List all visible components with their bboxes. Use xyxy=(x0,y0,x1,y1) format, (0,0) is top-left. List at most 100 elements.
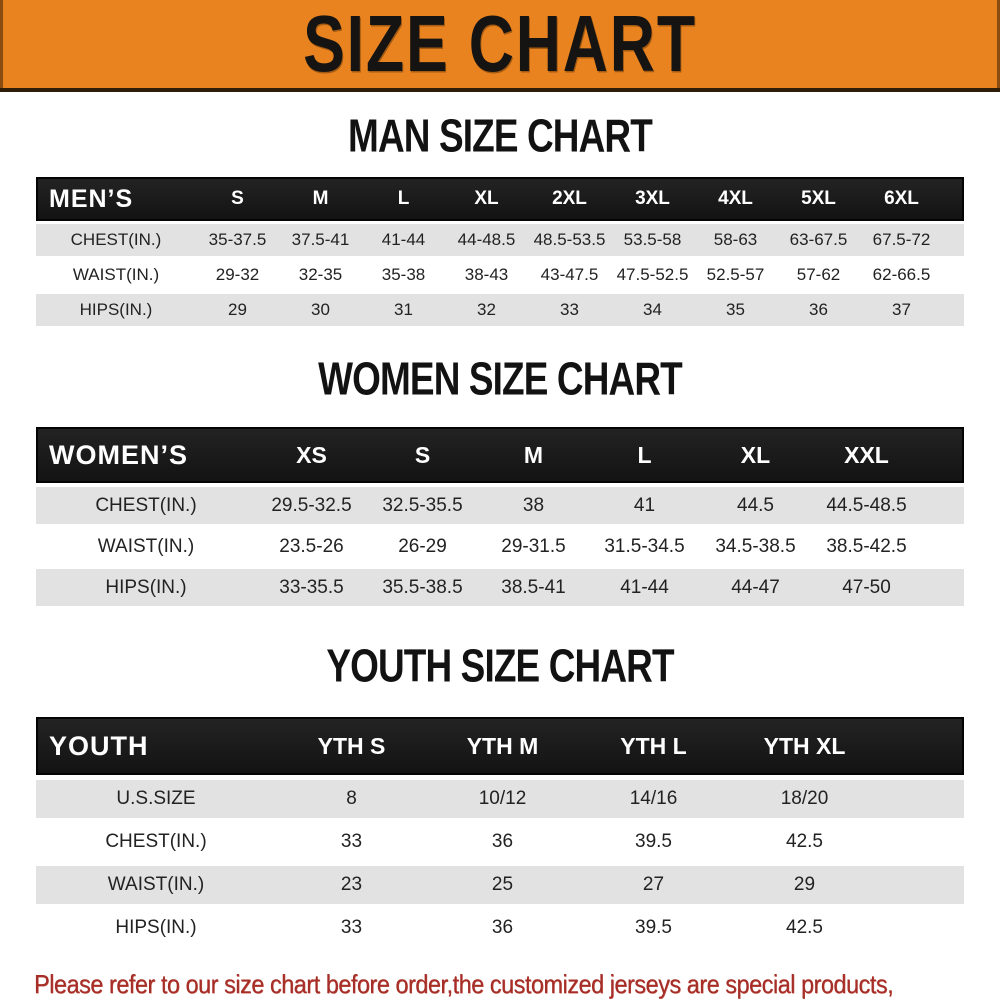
column-header: M xyxy=(279,177,362,221)
size-cell: 47-50 xyxy=(811,569,922,606)
spacer-cell xyxy=(880,717,964,775)
size-cell: 29-31.5 xyxy=(478,528,589,565)
size-cell: 44.5 xyxy=(700,487,811,524)
spacer-cell xyxy=(922,427,964,483)
column-header: XL xyxy=(700,427,811,483)
column-header: XXL xyxy=(811,427,922,483)
row-label: WAIST(IN.) xyxy=(36,528,256,565)
size-cell: 31.5-34.5 xyxy=(589,528,700,565)
column-header: S xyxy=(367,427,478,483)
table-row: WAIST(IN.) 23.5-26 26-29 29-31.5 31.5-34… xyxy=(36,528,964,565)
size-cell: 36 xyxy=(427,823,578,861)
size-cell: 18/20 xyxy=(729,780,880,818)
size-cell: 32-35 xyxy=(279,259,362,291)
row-label: CHEST(IN.) xyxy=(36,823,276,861)
size-cell: 43-47.5 xyxy=(528,259,611,291)
size-cell: 42.5 xyxy=(729,823,880,861)
size-cell: 33 xyxy=(276,909,427,947)
size-cell: 37 xyxy=(860,294,943,326)
size-cell: 39.5 xyxy=(578,909,729,947)
size-cell: 29.5-32.5 xyxy=(256,487,367,524)
women-section: WOMEN SIZE CHART WOMEN’S XS S M L XL XXL xyxy=(0,352,1000,610)
column-header: 4XL xyxy=(694,177,777,221)
size-cell: 35.5-38.5 xyxy=(367,569,478,606)
table-row: HIPS(IN.) 29 30 31 32 33 34 35 36 37 xyxy=(36,294,964,326)
table-row: CHEST(IN.) 35-37.5 37.5-41 41-44 44-48.5… xyxy=(36,224,964,256)
size-cell: 39.5 xyxy=(578,823,729,861)
size-cell: 42.5 xyxy=(729,909,880,947)
size-cell: 23.5-26 xyxy=(256,528,367,565)
column-header: S xyxy=(196,177,279,221)
column-header: YTH M xyxy=(427,717,578,775)
size-cell: 37.5-41 xyxy=(279,224,362,256)
youth-size-table: YOUTH YTH S YTH M YTH L YTH XL U.S.SIZE … xyxy=(36,712,964,952)
spacer-cell xyxy=(922,528,964,565)
men-header-row: MEN’S S M L XL 2XL 3XL 4XL 5XL 6XL xyxy=(36,177,964,221)
column-header: L xyxy=(589,427,700,483)
spacer-cell xyxy=(880,909,964,947)
column-header: YTH S xyxy=(276,717,427,775)
size-cell: 47.5-52.5 xyxy=(611,259,694,291)
spacer-cell xyxy=(880,866,964,904)
size-cell: 34.5-38.5 xyxy=(700,528,811,565)
youth-corner-label: YOUTH xyxy=(36,717,276,775)
page-title: SIZE CHART xyxy=(303,0,697,89)
women-corner-label: WOMEN’S xyxy=(36,427,256,483)
size-cell: 53.5-58 xyxy=(611,224,694,256)
size-cell: 27 xyxy=(578,866,729,904)
spacer-cell xyxy=(943,294,964,326)
size-cell: 10/12 xyxy=(427,780,578,818)
notice-line-1: Please refer to our size chart before or… xyxy=(34,969,894,999)
size-cell: 38.5-41 xyxy=(478,569,589,606)
table-row: HIPS(IN.) 33 36 39.5 42.5 xyxy=(36,909,964,947)
column-header: 2XL xyxy=(528,177,611,221)
spacer-cell xyxy=(943,224,964,256)
size-cell: 38-43 xyxy=(445,259,528,291)
size-cell: 23 xyxy=(276,866,427,904)
size-cell: 36 xyxy=(777,294,860,326)
size-cell: 67.5-72 xyxy=(860,224,943,256)
row-label: WAIST(IN.) xyxy=(36,259,196,291)
size-cell: 33 xyxy=(528,294,611,326)
size-cell: 36 xyxy=(427,909,578,947)
table-row: HIPS(IN.) 33-35.5 35.5-38.5 38.5-41 41-4… xyxy=(36,569,964,606)
column-header: XS xyxy=(256,427,367,483)
spacer-cell xyxy=(880,823,964,861)
size-cell: 35-38 xyxy=(362,259,445,291)
row-label: U.S.SIZE xyxy=(36,780,276,818)
men-size-table: MEN’S S M L XL 2XL 3XL 4XL 5XL 6XL CHEST… xyxy=(36,174,964,329)
women-size-table: WOMEN’S XS S M L XL XXL CHEST(IN.) 29.5-… xyxy=(36,423,964,610)
spacer-cell xyxy=(880,780,964,818)
youth-section: YOUTH SIZE CHART YOUTH YTH S YTH M YTH L… xyxy=(0,640,1000,952)
table-row: WAIST(IN.) 29-32 32-35 35-38 38-43 43-47… xyxy=(36,259,964,291)
size-cell: 35-37.5 xyxy=(196,224,279,256)
row-label: HIPS(IN.) xyxy=(36,909,276,947)
women-section-title: WOMEN SIZE CHART xyxy=(318,352,683,405)
women-header-row: WOMEN’S XS S M L XL XXL xyxy=(36,427,964,483)
row-label: CHEST(IN.) xyxy=(36,487,256,524)
size-cell: 33 xyxy=(276,823,427,861)
size-cell: 8 xyxy=(276,780,427,818)
banner: SIZE CHART xyxy=(0,0,1000,92)
size-cell: 44-47 xyxy=(700,569,811,606)
row-label: WAIST(IN.) xyxy=(36,866,276,904)
column-header: L xyxy=(362,177,445,221)
size-cell: 14/16 xyxy=(578,780,729,818)
size-cell: 29-32 xyxy=(196,259,279,291)
table-row: CHEST(IN.) 33 36 39.5 42.5 xyxy=(36,823,964,861)
size-cell: 38 xyxy=(478,487,589,524)
size-cell: 44-48.5 xyxy=(445,224,528,256)
size-cell: 44.5-48.5 xyxy=(811,487,922,524)
size-cell: 26-29 xyxy=(367,528,478,565)
size-cell: 29 xyxy=(196,294,279,326)
table-row: WAIST(IN.) 23 25 27 29 xyxy=(36,866,964,904)
size-cell: 62-66.5 xyxy=(860,259,943,291)
spacer-cell xyxy=(943,259,964,291)
table-row: U.S.SIZE 8 10/12 14/16 18/20 xyxy=(36,780,964,818)
spacer-cell xyxy=(922,569,964,606)
size-cell: 33-35.5 xyxy=(256,569,367,606)
size-cell: 38.5-42.5 xyxy=(811,528,922,565)
size-cell: 52.5-57 xyxy=(694,259,777,291)
size-cell: 41-44 xyxy=(589,569,700,606)
size-cell: 57-62 xyxy=(777,259,860,291)
